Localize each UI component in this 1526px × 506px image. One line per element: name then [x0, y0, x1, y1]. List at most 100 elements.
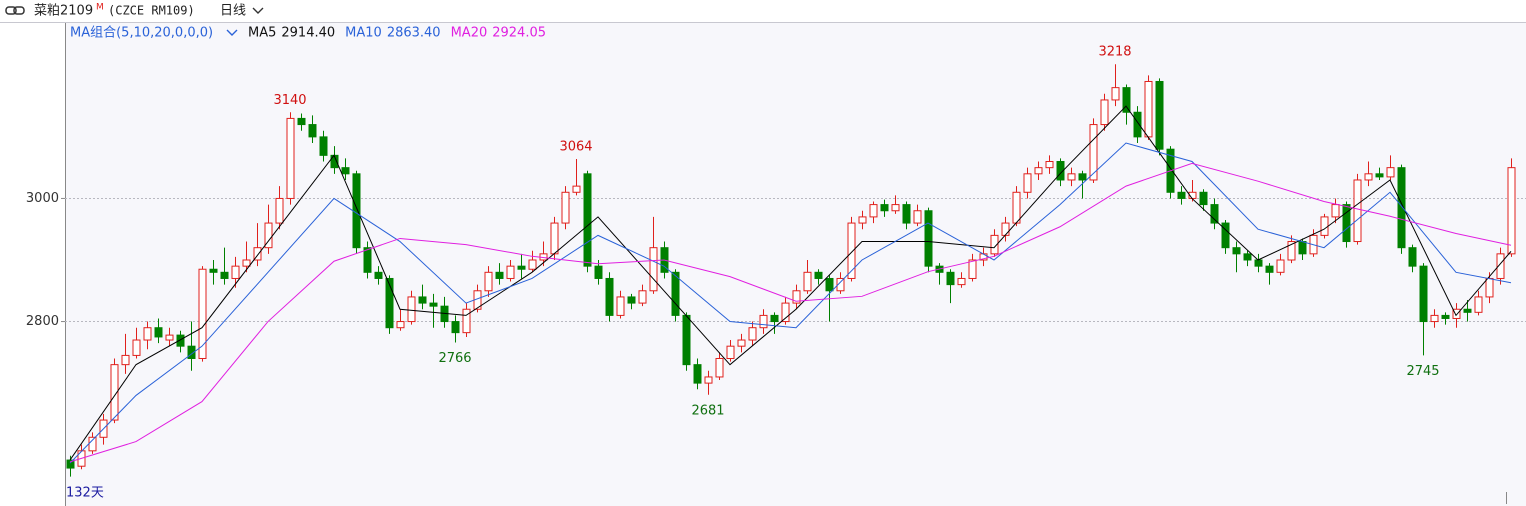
- candle-body: [286, 117, 295, 199]
- candle-body: [583, 173, 592, 267]
- candle-body: [671, 271, 680, 316]
- candle-body: [1232, 247, 1241, 255]
- candle-body: [605, 277, 614, 316]
- candle-body: [913, 210, 922, 224]
- candle-body: [1122, 87, 1131, 113]
- candle-body: [858, 216, 867, 224]
- candle-body: [198, 268, 207, 359]
- candle-body: [231, 265, 240, 279]
- candle-body: [1111, 87, 1120, 101]
- candle-body: [1375, 173, 1384, 178]
- candle-body: [1386, 167, 1395, 178]
- candle-body: [825, 277, 834, 292]
- candle-body: [726, 345, 735, 359]
- ma-legend-name: MA10: [345, 26, 382, 41]
- ma-legend-value: 2863.40: [387, 26, 441, 41]
- candle-body: [759, 314, 768, 329]
- candle-body: [374, 271, 383, 279]
- candle-body: [968, 259, 977, 279]
- candle-body: [1342, 204, 1351, 243]
- candle-body: [110, 364, 119, 421]
- candle-body: [1012, 191, 1021, 224]
- candle-body: [814, 271, 823, 279]
- ma-line: [69, 162, 1512, 463]
- candle-body: [418, 296, 427, 304]
- candle-body: [264, 222, 273, 249]
- candle-body: [1474, 296, 1483, 313]
- candle-body: [143, 327, 152, 341]
- candle-body: [1441, 314, 1450, 319]
- low-label: 2745: [1406, 364, 1439, 379]
- ma-legend-name: MA20: [451, 26, 488, 41]
- candle-body: [253, 247, 262, 261]
- candle-body: [1463, 308, 1472, 313]
- ma-legend-value: 2924.05: [492, 26, 546, 41]
- candle-body: [1023, 173, 1032, 193]
- candle-body: [869, 204, 878, 218]
- candle-body: [275, 197, 284, 224]
- ma-group-selector[interactable]: MA组合(5,10,20,0,0,0): [70, 26, 213, 41]
- ma-legend-value: 2914.40: [281, 26, 335, 41]
- candle-body: [1496, 253, 1505, 279]
- candle-body: [1221, 222, 1230, 249]
- candle-body: [627, 296, 636, 304]
- ma-group-chevron[interactable]: [226, 29, 238, 36]
- candle-body: [594, 265, 603, 279]
- candle-body: [704, 376, 713, 384]
- candle-body: [902, 204, 911, 224]
- candle-body: [176, 334, 185, 347]
- candle-body: [693, 364, 702, 384]
- candle-body: [462, 308, 471, 334]
- candle-body: [1210, 204, 1219, 224]
- candle-body: [1155, 80, 1164, 150]
- candle-body: [1419, 265, 1428, 323]
- candle-body: [1276, 259, 1285, 273]
- candle-body: [528, 259, 537, 270]
- candle-body: [187, 345, 196, 359]
- candle-body: [165, 334, 174, 341]
- candle-body: [1199, 191, 1208, 206]
- candle-body: [242, 259, 251, 267]
- candle-body: [1452, 308, 1461, 319]
- high-label: 3064: [559, 140, 592, 155]
- candle-body: [1254, 259, 1263, 267]
- instrument-title: 菜粕2109: [34, 4, 93, 19]
- candle-body: [836, 277, 845, 292]
- candle-body: [308, 124, 317, 138]
- candle-body: [1034, 167, 1043, 175]
- period-chevron[interactable]: [252, 7, 264, 14]
- ma-legend-name: MA5: [248, 26, 276, 41]
- candle-body: [957, 277, 966, 286]
- link-icon[interactable]: [5, 6, 25, 15]
- candle-body: [1067, 173, 1076, 181]
- candle-body: [847, 222, 856, 279]
- candle-body: [209, 268, 218, 273]
- candle-body: [121, 354, 130, 366]
- candle-body: [880, 204, 889, 212]
- candle-body: [297, 117, 306, 126]
- candle-body: [792, 290, 801, 304]
- candle-body: [1100, 99, 1109, 126]
- candle-body: [572, 185, 581, 193]
- candle-body: [891, 204, 900, 212]
- low-label: 2766: [438, 351, 471, 366]
- y-tick-label: 2800: [26, 314, 59, 329]
- candle-body: [319, 136, 328, 156]
- candle-body: [1364, 173, 1373, 181]
- candle-body: [1177, 191, 1186, 199]
- candle-body: [748, 327, 757, 341]
- candle-body: [803, 271, 812, 292]
- ma-line: [69, 105, 1512, 461]
- candle-body: [1298, 241, 1307, 255]
- candle-body: [1045, 161, 1054, 169]
- candle-body: [451, 321, 460, 334]
- period-selector[interactable]: 日线: [220, 4, 246, 19]
- candle-body: [1056, 161, 1065, 181]
- candle-body: [495, 271, 504, 279]
- candle-body: [561, 191, 570, 224]
- candle-body: [88, 436, 97, 452]
- candle-body: [616, 296, 625, 316]
- candle-body: [1133, 111, 1142, 138]
